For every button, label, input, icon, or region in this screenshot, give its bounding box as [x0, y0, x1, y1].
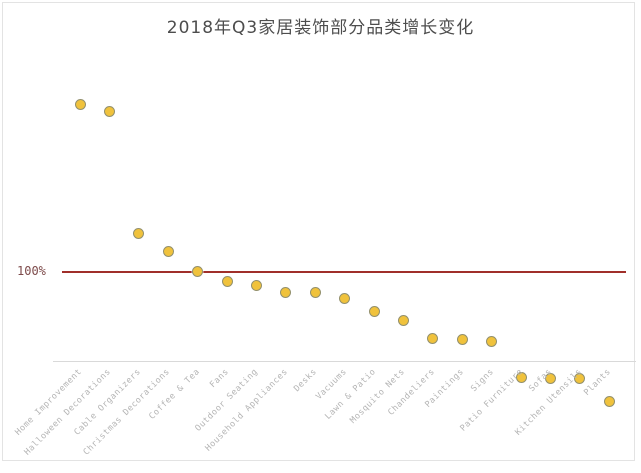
- data-point: [456, 334, 468, 346]
- data-point: [221, 275, 233, 287]
- data-point: [280, 287, 292, 299]
- data-point: [162, 246, 174, 258]
- reference-line-label: 100%: [17, 264, 46, 278]
- chart-border-frame: [2, 2, 635, 461]
- data-point: [486, 335, 498, 347]
- data-point: [103, 105, 115, 117]
- data-point: [250, 280, 262, 292]
- x-axis-line: [53, 361, 636, 362]
- chart-title: 2018年Q3家居装饰部分品类增长变化: [166, 18, 475, 38]
- reference-line: [62, 271, 626, 273]
- data-point: [574, 373, 586, 385]
- data-point: [339, 292, 351, 304]
- data-point: [427, 333, 439, 345]
- data-point: [544, 372, 556, 384]
- data-point: [603, 395, 615, 407]
- data-point: [309, 287, 321, 299]
- data-point: [368, 306, 380, 318]
- data-point: [192, 266, 204, 277]
- data-point: [515, 371, 527, 383]
- data-point: [133, 228, 145, 240]
- data-point: [397, 315, 409, 327]
- data-point: [74, 98, 86, 110]
